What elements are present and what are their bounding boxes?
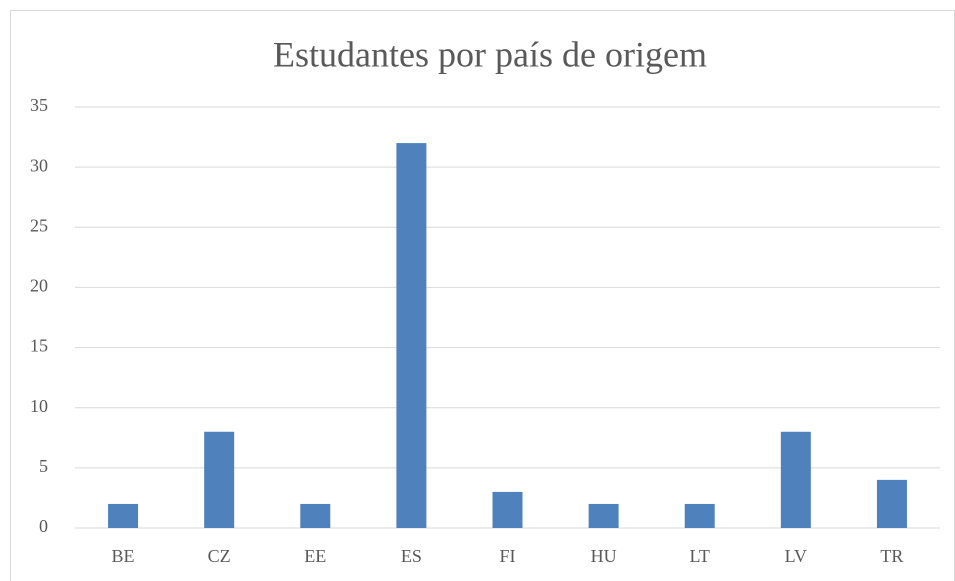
x-tick-label: FI <box>499 546 515 566</box>
x-tick-label: ES <box>401 546 422 566</box>
x-tick-label: TR <box>880 546 903 566</box>
y-tick-label: 15 <box>30 336 48 356</box>
bar <box>492 491 523 528</box>
chart-frame <box>10 10 955 581</box>
bar <box>876 479 907 528</box>
x-tick-label: BE <box>112 546 135 566</box>
bar <box>396 143 427 529</box>
y-tick-label: 35 <box>30 95 48 115</box>
y-tick-label: 20 <box>30 276 48 296</box>
y-tick-label: 5 <box>39 456 48 476</box>
y-tick-label: 10 <box>30 396 48 416</box>
bar <box>300 503 331 528</box>
x-tick-label: LV <box>785 546 807 566</box>
bar <box>204 431 235 528</box>
bar <box>588 503 619 528</box>
x-tick-label: LT <box>690 546 710 566</box>
x-tick-label: HU <box>591 546 617 566</box>
x-tick-label: EE <box>304 546 326 566</box>
x-tick-label: CZ <box>208 546 231 566</box>
chart-title: Estudantes por país de origem <box>273 34 707 74</box>
y-tick-label: 25 <box>30 215 48 235</box>
y-tick-label: 0 <box>39 516 48 536</box>
bar <box>108 503 139 528</box>
bar <box>780 431 811 528</box>
bar <box>684 503 715 528</box>
y-tick-label: 30 <box>30 155 48 175</box>
